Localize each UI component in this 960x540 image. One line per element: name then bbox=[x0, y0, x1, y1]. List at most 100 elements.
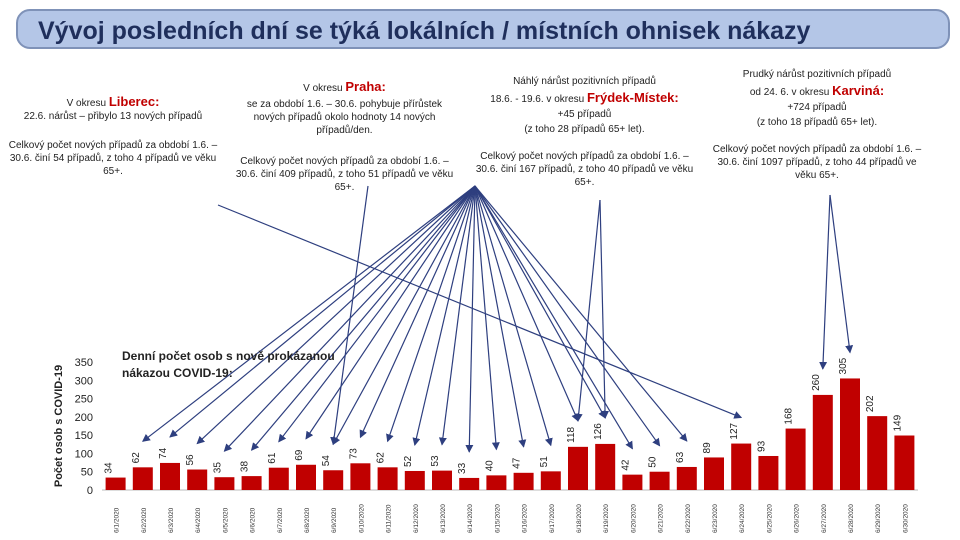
y-tick-label: 350 bbox=[75, 357, 93, 369]
bar bbox=[704, 457, 724, 490]
page-title: Vývoj posledních dní se týká lokálních /… bbox=[38, 17, 811, 45]
bar-value-label: 149 bbox=[892, 414, 903, 431]
callout-arrow bbox=[305, 185, 476, 440]
bar bbox=[459, 477, 480, 490]
note-liberec: V okresu Liberec: 22.6. nárůst – přibylo… bbox=[6, 95, 220, 178]
x-tick-label: 6/18/2020 bbox=[576, 504, 583, 533]
bar bbox=[486, 475, 507, 490]
bar-value-label: 73 bbox=[348, 448, 359, 460]
bar bbox=[404, 470, 425, 490]
y-tick-label: 250 bbox=[75, 394, 93, 406]
bar-value-label: 34 bbox=[104, 462, 115, 474]
karvina-total: Celkový počet nových případů za období 1… bbox=[712, 144, 922, 181]
bar bbox=[323, 470, 344, 490]
bar bbox=[432, 470, 452, 490]
x-tick-label: 6/22/2020 bbox=[685, 504, 692, 533]
karvina-heading: od 24. 6. v okresu Karviná: bbox=[706, 84, 928, 99]
bar bbox=[649, 471, 670, 490]
praha-line1: se za období 1.6. – 30.6. pohybuje přírů… bbox=[246, 99, 443, 136]
frydek-prefix: 18.6. - 19.6. v okresu bbox=[490, 94, 587, 105]
x-tick-label: 6/15/2020 bbox=[494, 504, 501, 533]
bar-value-label: 38 bbox=[240, 461, 251, 473]
x-tick-label: 6/11/2020 bbox=[386, 504, 393, 533]
callout-arrow bbox=[169, 185, 476, 438]
bar bbox=[377, 467, 398, 490]
bar-value-label: 52 bbox=[403, 455, 414, 467]
callout-arrow bbox=[386, 185, 476, 443]
x-tick-label: 6/25/2020 bbox=[766, 504, 773, 533]
x-tick-label: 6/30/2020 bbox=[902, 504, 909, 533]
karvina-prefix: od 24. 6. v okresu bbox=[749, 87, 833, 98]
callout-arrow bbox=[474, 185, 661, 447]
bar bbox=[840, 378, 860, 490]
bar-value-label: 62 bbox=[131, 452, 142, 464]
callout-arrow bbox=[465, 185, 476, 453]
callout-arrow bbox=[474, 185, 500, 451]
x-tick-label: 6/24/2020 bbox=[739, 504, 746, 533]
bar-value-label: 89 bbox=[702, 442, 713, 454]
note-frydek: Náhlý nárůst pozitivních případů 18.6. -… bbox=[472, 75, 697, 189]
karvina-name: Karviná: bbox=[832, 83, 885, 98]
bar bbox=[513, 472, 534, 490]
bar bbox=[187, 469, 208, 490]
bar-value-label: 74 bbox=[158, 447, 169, 459]
y-tick-label: 150 bbox=[75, 430, 93, 442]
callout-arrow bbox=[574, 199, 601, 422]
bar-value-label: 118 bbox=[566, 426, 577, 442]
callout-arrow bbox=[474, 185, 527, 448]
bars: 34 62 74 56 35 38 61 69 54 73 62 52 53 33 40 47 51 118 126… bbox=[104, 357, 915, 490]
callout-arrow bbox=[474, 185, 553, 447]
x-tick-label: 6/7/2020 bbox=[277, 507, 284, 533]
bar-value-label: 40 bbox=[484, 460, 495, 472]
bar bbox=[622, 474, 643, 490]
callout-arrow bbox=[438, 185, 476, 446]
frydek-line1: Náhlý nárůst pozitivních případů bbox=[513, 76, 656, 87]
callout-arrow bbox=[332, 185, 476, 446]
bar-value-label: 42 bbox=[620, 459, 631, 471]
callout-arrow bbox=[474, 185, 579, 422]
bar bbox=[105, 477, 126, 490]
bar bbox=[731, 443, 752, 490]
note-karvina: Prudký nárůst pozitivních případů od 24.… bbox=[706, 68, 928, 182]
bar bbox=[268, 467, 289, 490]
praha-heading: V okresu Praha: bbox=[232, 80, 457, 95]
bar bbox=[132, 467, 153, 490]
bar bbox=[812, 394, 833, 490]
liberec-prefix: V okresu bbox=[66, 98, 109, 109]
callout-arrow bbox=[223, 185, 476, 452]
callout-arrow bbox=[819, 194, 831, 370]
bar-value-label: 93 bbox=[756, 440, 767, 452]
bar-value-label: 47 bbox=[512, 457, 523, 469]
frydek-heading: 18.6. - 19.6. v okresu Frýdek-Místek: bbox=[472, 91, 697, 106]
x-tick-label: 6/12/2020 bbox=[413, 504, 420, 533]
liberec-total: Celkový počet nových případů za období 1… bbox=[8, 140, 218, 177]
bar bbox=[540, 471, 561, 490]
bar-value-label: 61 bbox=[267, 452, 278, 464]
y-tick-label: 50 bbox=[81, 467, 93, 479]
x-tick-label: 6/23/2020 bbox=[712, 504, 719, 533]
x-tick-label: 6/21/2020 bbox=[658, 504, 665, 533]
frydek-line3: (z toho 28 případů 65+ let). bbox=[524, 124, 645, 135]
x-tick-label: 6/8/2020 bbox=[304, 507, 311, 533]
y-axis-label: Počet osob s COVID-19 bbox=[53, 365, 65, 487]
bar-value-label: 305 bbox=[838, 357, 849, 374]
liberec-heading: V okresu Liberec: bbox=[6, 95, 220, 110]
callout-arrow bbox=[359, 185, 476, 439]
bar bbox=[568, 446, 588, 490]
x-tick-label: 6/6/2020 bbox=[250, 507, 257, 533]
x-tick-label: 6/3/2020 bbox=[168, 507, 175, 533]
karvina-line2: +724 případů bbox=[787, 102, 847, 113]
frydek-line2: +45 případů bbox=[557, 109, 612, 120]
bar-value-label: 126 bbox=[593, 423, 604, 440]
bar-value-label: 168 bbox=[784, 407, 795, 424]
bar-value-label: 202 bbox=[865, 395, 876, 412]
bar bbox=[785, 428, 806, 490]
y-axis: 0 50 100 150 200 250 300 350 bbox=[75, 357, 918, 497]
bar bbox=[160, 462, 180, 490]
bar bbox=[350, 463, 371, 490]
frydek-name: Frýdek-Místek: bbox=[586, 90, 679, 105]
x-tick-label: 6/29/2020 bbox=[875, 504, 882, 533]
bar bbox=[296, 464, 316, 490]
bar-value-label: 51 bbox=[539, 456, 550, 468]
praha-prefix: V okresu bbox=[303, 83, 346, 94]
